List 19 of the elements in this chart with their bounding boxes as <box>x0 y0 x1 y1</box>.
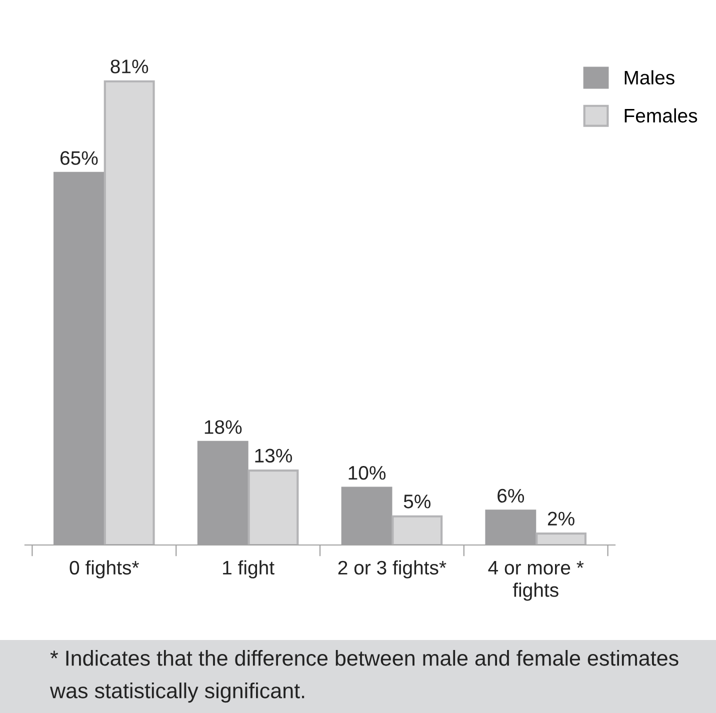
bar <box>392 515 443 545</box>
data-label: 5% <box>404 494 430 508</box>
x-tick-label: 0 fights* <box>70 560 139 578</box>
data-label: 2% <box>548 512 574 526</box>
data-label: 6% <box>498 488 524 503</box>
x-tick-label: 2 or 3 fights* <box>338 560 446 578</box>
x-tick-label: 1 fight <box>223 560 274 578</box>
data-label: 81% <box>110 60 148 74</box>
data-label: 65% <box>60 151 98 165</box>
bar <box>248 470 299 545</box>
bar <box>536 532 587 545</box>
text: * Indicates that the difference between male and female estimates was statistically significant. <box>50 650 678 703</box>
data-label: 18% <box>204 420 242 434</box>
x-tick-label: 4 or more * fights <box>488 561 584 601</box>
legend-label: Females <box>624 108 698 123</box>
bar <box>104 80 155 545</box>
data-label: 13% <box>255 448 292 463</box>
legend-label: Males <box>624 70 674 85</box>
data-label: 10% <box>348 466 386 480</box>
